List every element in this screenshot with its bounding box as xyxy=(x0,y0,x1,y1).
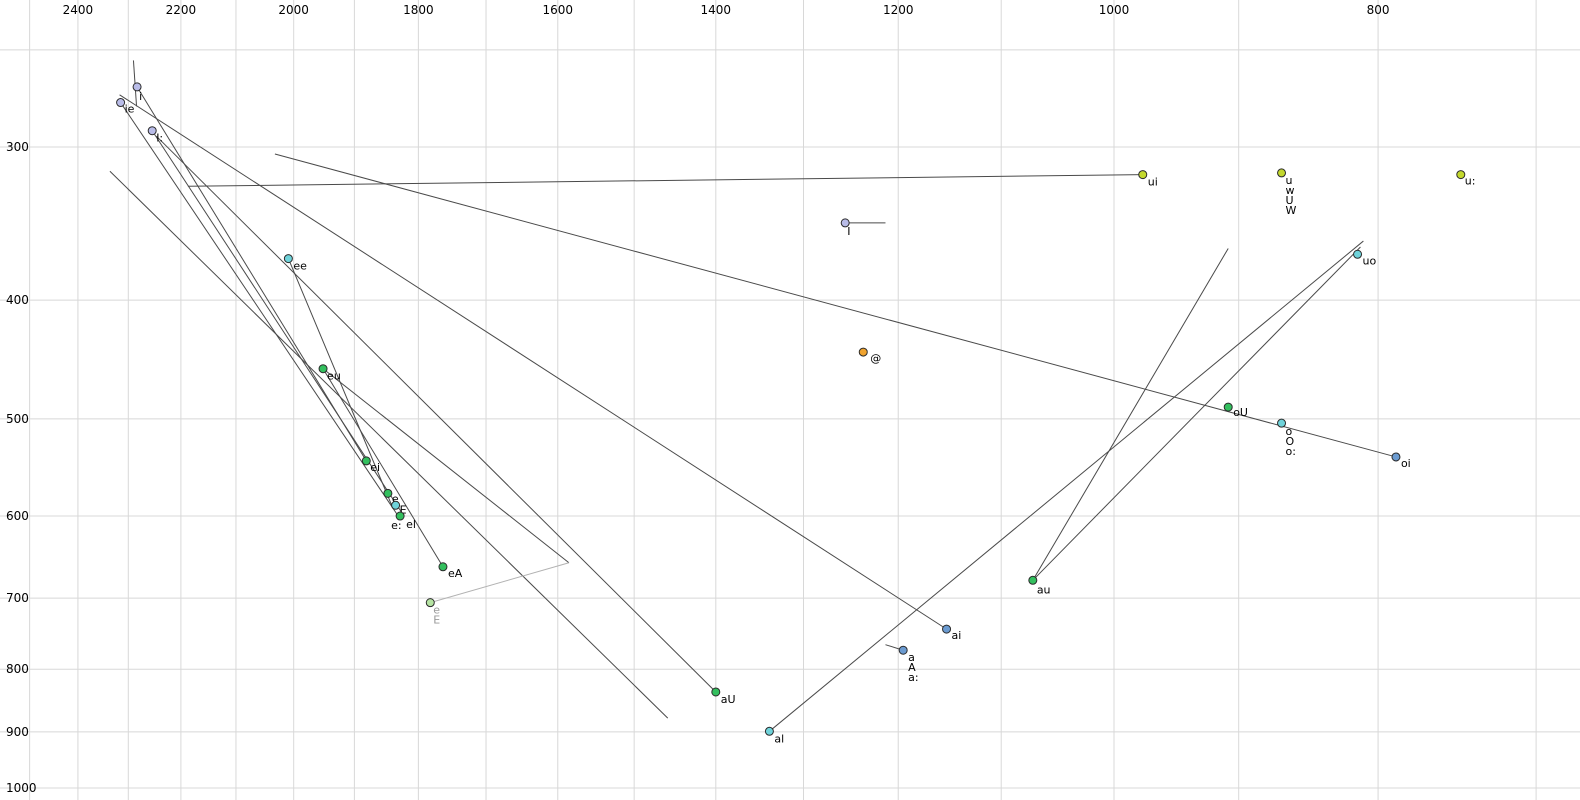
x-tick-label: 1800 xyxy=(403,3,434,17)
vowel-label-schwa: @ xyxy=(870,352,881,365)
vowel-label-au: au xyxy=(1037,583,1051,596)
vowel-point-ee xyxy=(283,254,293,264)
vowel-label-a: a: xyxy=(908,671,918,684)
traj-al-uo xyxy=(769,240,1364,732)
x-tick-label: 1600 xyxy=(542,3,573,17)
vowel-label-e-long: el xyxy=(406,518,416,531)
vowel-point-eu xyxy=(318,364,328,374)
vowel-point-ie xyxy=(116,98,126,108)
traj-long-left xyxy=(109,170,669,719)
vowel-label-u: u xyxy=(1286,174,1293,187)
y-tick-label: 600 xyxy=(6,509,29,523)
vowel-point-ui xyxy=(1138,170,1148,180)
vowel-label-oi: oi xyxy=(1401,457,1411,470)
x-tick-label: 800 xyxy=(1367,3,1390,17)
vowel-label-ei: ei xyxy=(370,461,380,474)
vowel-point-I xyxy=(840,218,850,228)
traj-eu-eA xyxy=(322,368,444,568)
vowel-label-e: e xyxy=(392,492,399,505)
traj-aU xyxy=(156,135,717,693)
vowel-point-E xyxy=(391,500,401,510)
y-tick-label: 800 xyxy=(6,662,29,676)
vowel-point-oU xyxy=(1223,402,1233,412)
vowel-label-u: w xyxy=(1286,184,1295,197)
vowel-point-ai xyxy=(942,624,952,634)
vowel-label-u: U xyxy=(1286,194,1294,207)
vowel-point-aU xyxy=(711,687,721,697)
y-tick-label: 500 xyxy=(6,412,29,426)
vowel-point-au xyxy=(1028,575,1038,585)
vowel-label-o: o xyxy=(1286,425,1293,438)
x-tick-label: 2400 xyxy=(63,3,94,17)
vowel-label-E: E xyxy=(400,503,407,516)
x-tick-label: 1400 xyxy=(701,3,732,17)
x-tick-label: 1200 xyxy=(883,3,914,17)
vowel-label-uo: uo xyxy=(1363,254,1377,267)
vowel-label-ie: ie xyxy=(125,103,135,116)
y-tick-label: 900 xyxy=(6,725,29,739)
vowel-label-ai: ai xyxy=(952,629,962,642)
traj-i-ei xyxy=(136,86,367,462)
x-tick-label: 2000 xyxy=(278,3,309,17)
x-tick-label: 2200 xyxy=(166,3,197,17)
vowel-point-o xyxy=(1277,418,1287,428)
vowel-label-I: I xyxy=(847,225,850,238)
vowel-label-u-long: u: xyxy=(1465,175,1476,188)
y-tick-label: 700 xyxy=(6,591,29,605)
vowel-label-eA: eA xyxy=(448,567,463,580)
y-tick-label: 400 xyxy=(6,293,29,307)
vowel-point-al xyxy=(764,726,774,736)
vowel-point-e xyxy=(383,488,393,498)
vowel-label-eu: eu xyxy=(327,370,341,383)
vowel-label-oU: oU xyxy=(1233,406,1248,419)
vowel-label-a: A xyxy=(908,661,916,674)
vowel-label-u: W xyxy=(1286,204,1297,217)
x-tick-label: 1000 xyxy=(1099,3,1130,17)
vowel-point-u xyxy=(1277,168,1287,178)
y-tick-label: 1000 xyxy=(6,781,37,795)
traj-eu-mid xyxy=(322,368,570,564)
vowel-label-o: O xyxy=(1286,435,1295,448)
vowel-label-e-grey: e xyxy=(433,604,440,617)
traj-au-uo xyxy=(1032,246,1361,581)
vowel-point-oi xyxy=(1391,452,1401,462)
vowel-label-i: i xyxy=(139,90,142,103)
vowel-label-e-grey: E xyxy=(433,614,440,627)
vowel-point-i xyxy=(132,82,142,92)
traj-e-grey xyxy=(430,562,570,604)
traj-ui-front xyxy=(187,174,1143,187)
vowel-label-ee: ee xyxy=(293,260,307,273)
vowel-label-al: al xyxy=(774,732,784,745)
vowel-point-a xyxy=(898,645,908,655)
vowel-label-o: o: xyxy=(1286,445,1296,458)
vowel-label-ui: ui xyxy=(1148,176,1158,189)
vowel-point-i-long xyxy=(147,126,157,136)
vowel-point-uo xyxy=(1353,249,1363,259)
vowel-point-ei xyxy=(361,456,371,466)
traj-ie-e xyxy=(120,102,399,517)
vowel-point-u-long xyxy=(1456,170,1466,180)
traj-back-au xyxy=(1032,248,1229,581)
vowel-point-e-grey xyxy=(425,598,435,608)
vowel-point-e-long xyxy=(395,511,405,521)
traj-front-oi xyxy=(274,153,1397,458)
vowel-label-aU: aU xyxy=(721,693,736,706)
vowel-label-a: a xyxy=(908,651,915,664)
y-tick-label: 300 xyxy=(6,140,29,154)
vowel-point-schwa xyxy=(858,347,868,357)
vowel-label-e-long: e: xyxy=(391,519,401,532)
traj-ai xyxy=(119,94,947,630)
vowel-label-i-long: I: xyxy=(156,132,163,145)
traj-I-el xyxy=(151,130,405,517)
vowel-point-eA xyxy=(438,562,448,572)
